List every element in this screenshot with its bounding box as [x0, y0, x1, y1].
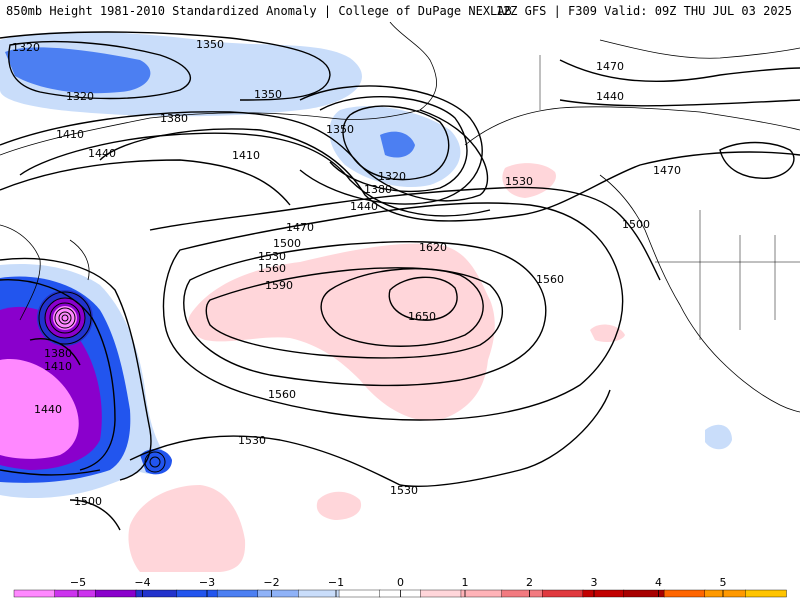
contour-label-1470-a: 1470 — [596, 60, 624, 73]
contour-label-1500-c: 1500 — [74, 495, 102, 508]
contour-label-1320-a: 1320 — [12, 41, 40, 54]
contour-label-1410-c: 1410 — [44, 360, 72, 373]
contour-label-1350-c: 1350 — [326, 123, 354, 136]
height-contours — [0, 31, 800, 531]
contour-label-1410-a: 1410 — [56, 128, 84, 141]
contour-label-1380-b: 1380 — [364, 183, 392, 196]
colorbar-tick-label: 4 — [655, 576, 662, 589]
colorbar-swatch — [216, 589, 259, 598]
colorbar-swatch — [298, 589, 340, 598]
header-bar: 850mb Height 1981-2010 Standardized Anom… — [0, 0, 800, 22]
colorbar-swatch — [460, 589, 503, 598]
contour-label-1530-c: 1530 — [238, 434, 266, 447]
contour-label-1440-a: 1440 — [88, 147, 116, 160]
colorbar-swatch — [501, 589, 543, 598]
political-boundaries — [539, 55, 800, 340]
contour-label-1530-b: 1530 — [258, 250, 286, 263]
contour-label-1530-d: 1530 — [390, 484, 418, 497]
colorbar-tick-label: −3 — [199, 576, 215, 589]
contour-label-1320-c: 1320 — [378, 170, 406, 183]
contour-label-1470-b: 1470 — [653, 164, 681, 177]
contour-label-1380-a: 1380 — [160, 112, 188, 125]
colorbar-swatch — [663, 589, 706, 598]
map-panel: 1320 1350 1320 1350 1410 1380 1350 1440 1410 1320… — [0, 22, 800, 572]
negative-anomaly-shading — [0, 31, 732, 499]
contour-label-1350-a: 1350 — [196, 38, 224, 51]
cyclone-center-contours — [38, 291, 166, 473]
contour-label-1500-b: 1500 — [622, 218, 650, 231]
contour-label-1650: 1650 — [408, 310, 436, 323]
contour-label-1410-b: 1410 — [232, 149, 260, 162]
colorbar: −5 −4 −3 −2 −1 0 1 2 3 4 5 — [13, 576, 787, 598]
contour-label-1560-c: 1560 — [268, 388, 296, 401]
coastlines — [0, 22, 800, 413]
colorbar-swatch — [338, 589, 381, 598]
contour-label-1560-b: 1560 — [536, 273, 564, 286]
contour-label-1350-b: 1350 — [254, 88, 282, 101]
contour-label-1380-c: 1380 — [44, 347, 72, 360]
colorbar-tick-label: 0 — [397, 576, 404, 589]
colorbar-ticks: −5 −4 −3 −2 −1 0 1 2 3 4 5 — [70, 576, 727, 597]
colorbar-tick-label: −5 — [70, 576, 86, 589]
colorbar-swatch — [95, 589, 137, 598]
colorbar-panel: −5 −4 −3 −2 −1 0 1 2 3 4 5 — [0, 572, 800, 600]
colorbar-swatch — [745, 589, 787, 598]
colorbar-tick-label: 2 — [526, 576, 533, 589]
colorbar-swatch — [257, 589, 300, 598]
contour-label-1560-a: 1560 — [258, 262, 286, 275]
contour-label-1440-b: 1440 — [350, 200, 378, 213]
contour-label-1530-a: 1530 — [505, 175, 533, 188]
colorbar-swatch — [582, 589, 625, 598]
colorbar-tick-label: −1 — [328, 576, 344, 589]
contour-label-1440-d: 1440 — [34, 403, 62, 416]
contour-label-1320-b: 1320 — [66, 90, 94, 103]
colorbar-tick-label: −4 — [134, 576, 150, 589]
colorbar-swatch — [135, 589, 178, 598]
colorbar-tick-label: 3 — [591, 576, 598, 589]
contour-label-1440-c: 1440 — [596, 90, 624, 103]
contour-label-1620: 1620 — [419, 241, 447, 254]
colorbar-swatch — [13, 589, 56, 598]
colorbar-swatches — [13, 589, 787, 598]
colorbar-swatch — [704, 589, 747, 598]
product-title: 850mb Height 1981-2010 Standardized Anom… — [6, 4, 512, 18]
run-info: 12Z GFS | F309 Valid: 09Z THU JUL 03 202… — [495, 4, 792, 18]
colorbar-tick-label: 5 — [720, 576, 727, 589]
positive-anomaly-shading — [128, 163, 625, 572]
contour-label-1500-a: 1500 — [273, 237, 301, 250]
colorbar-swatch — [542, 589, 584, 598]
colorbar-tick-label: 1 — [462, 576, 469, 589]
colorbar-swatch — [420, 589, 462, 598]
colorbar-swatch — [176, 589, 218, 598]
contour-label-1590: 1590 — [265, 279, 293, 292]
colorbar-swatch — [54, 589, 96, 598]
colorbar-tick-label: −2 — [263, 576, 279, 589]
contour-label-1470-c: 1470 — [286, 221, 314, 234]
